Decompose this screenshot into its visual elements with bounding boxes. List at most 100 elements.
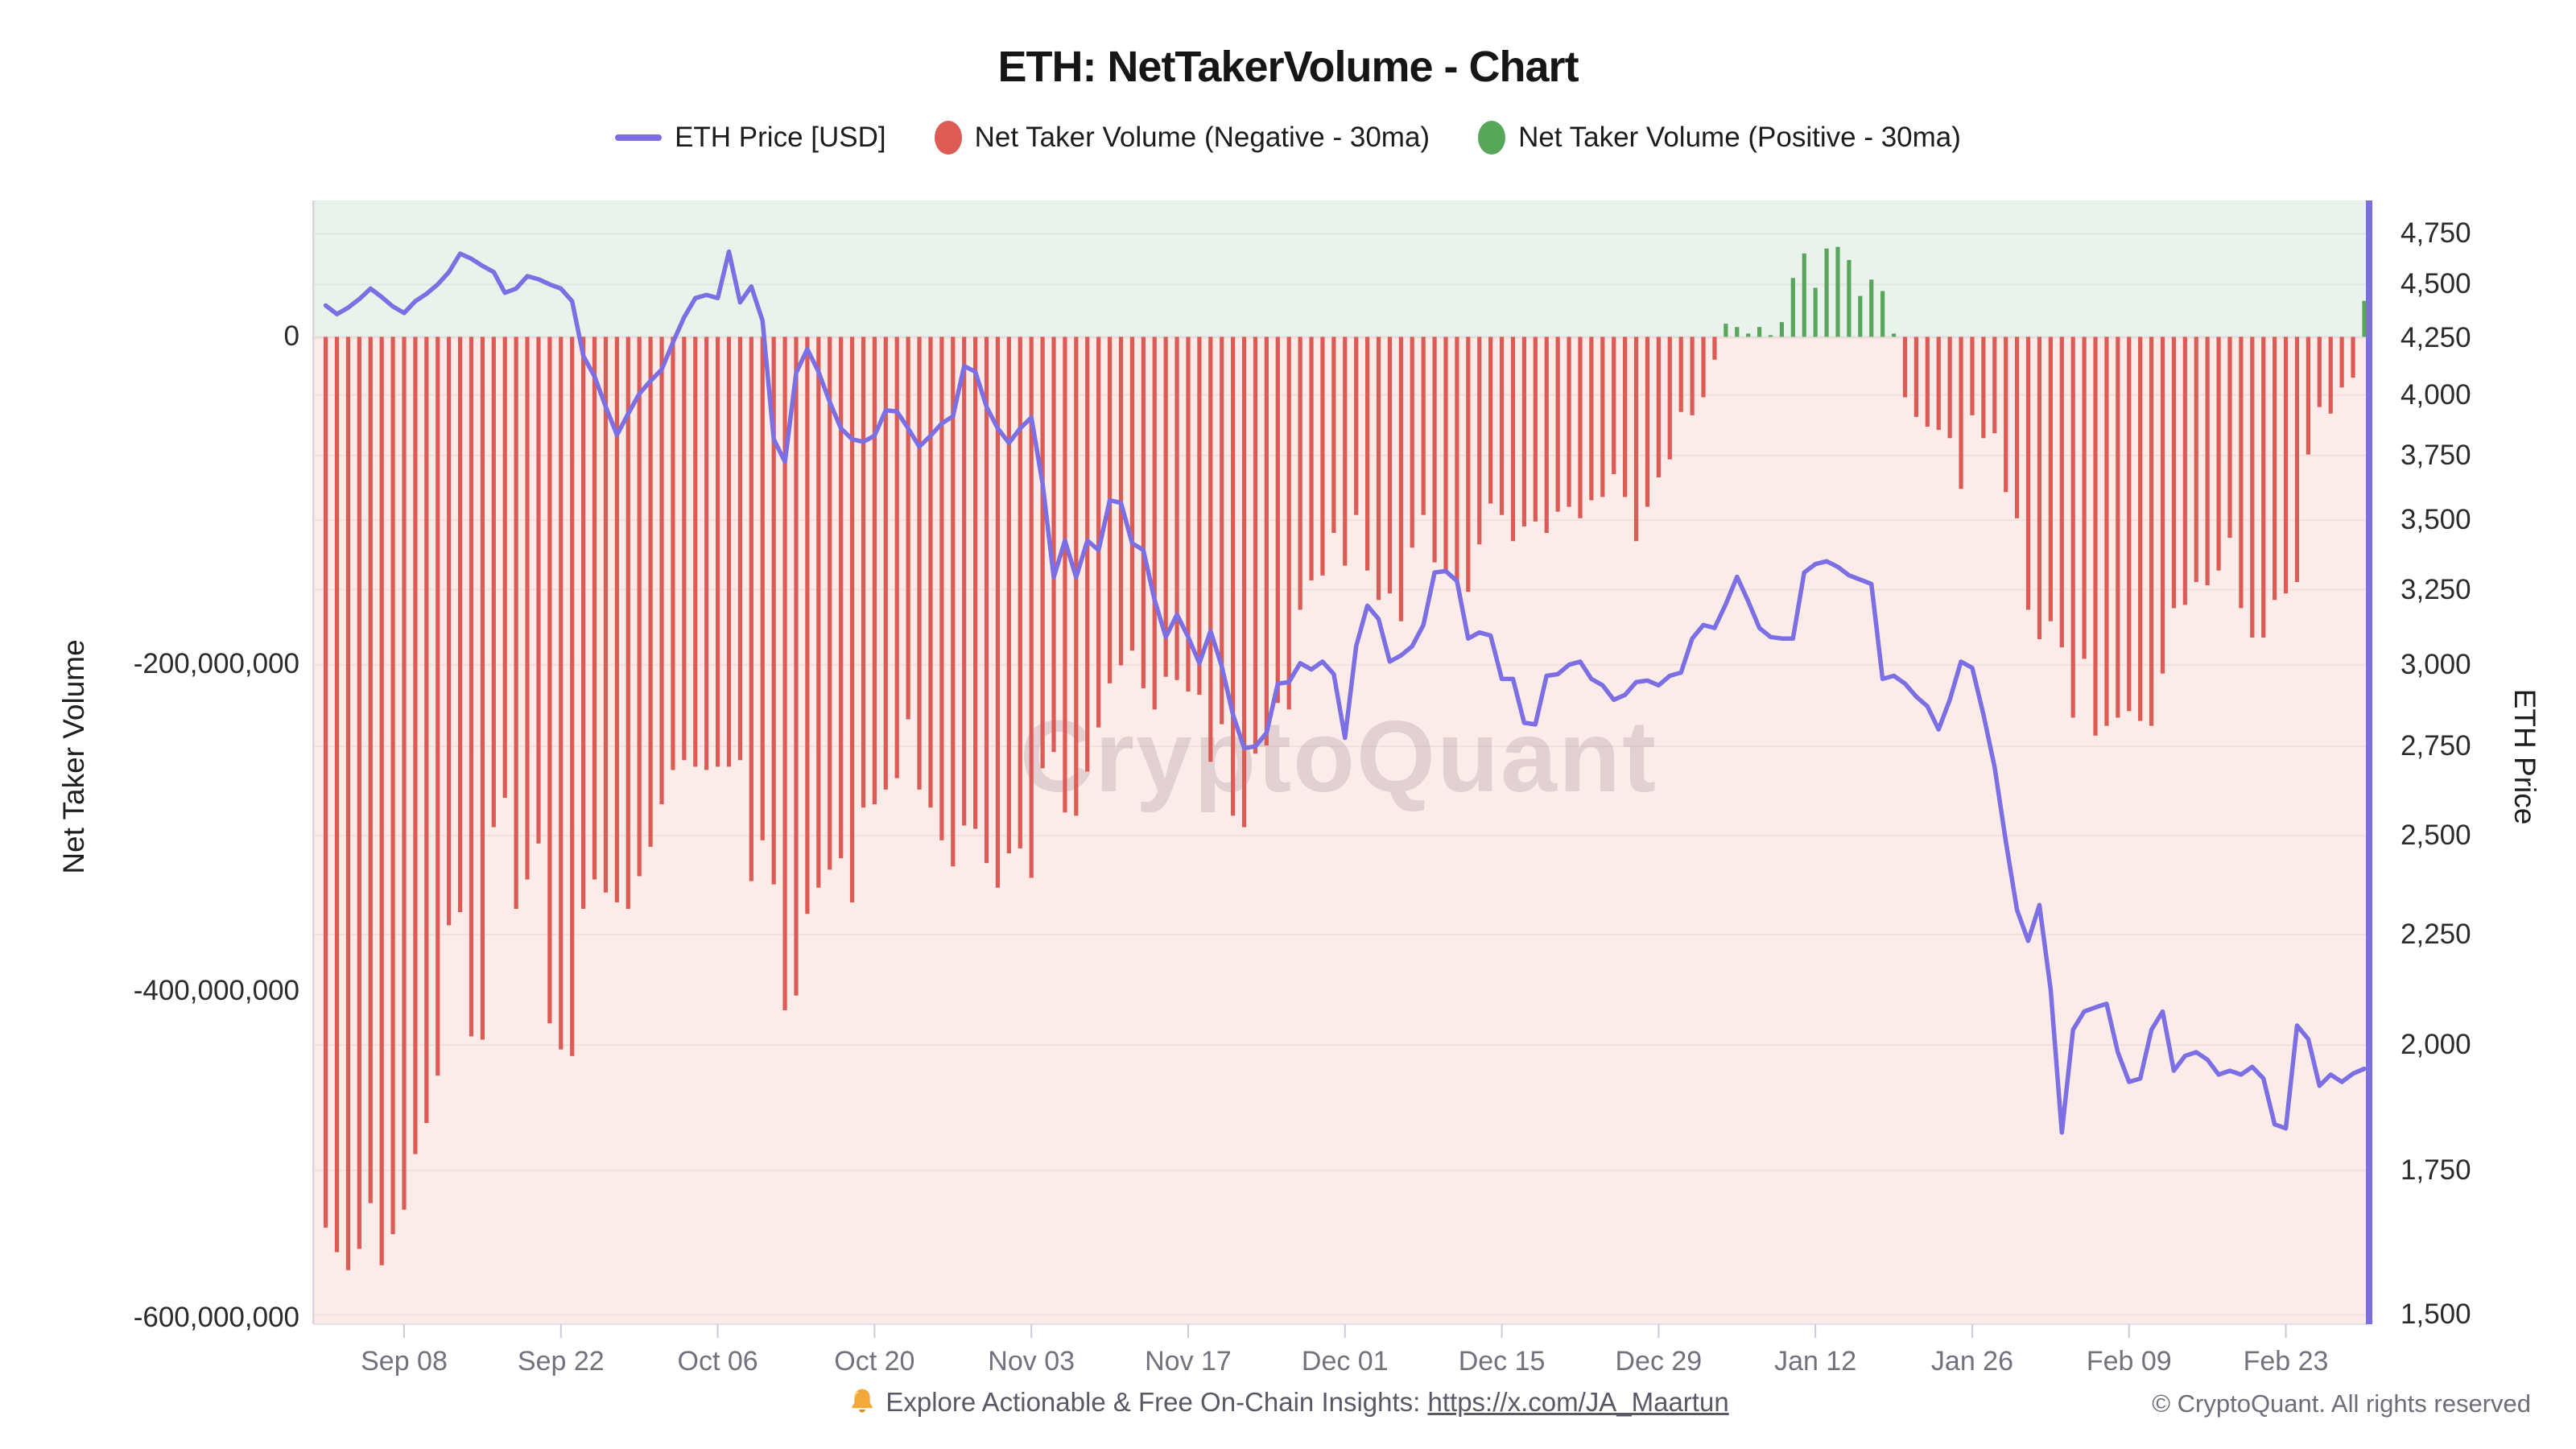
volume-bar (1241, 336, 1247, 828)
volume-bar (917, 336, 922, 790)
volume-bar (491, 336, 496, 828)
volume-bar (973, 336, 978, 829)
volume-bar (1947, 336, 1952, 439)
volume-bar (436, 336, 440, 1076)
volume-bar (1298, 336, 1302, 610)
right-axis-line (2366, 200, 2372, 1324)
x-tick-mark (873, 1324, 876, 1338)
footer-copyright: © CryptoQuant. All rights reserved (2152, 1389, 2531, 1418)
right-axis-tick-label: 1,750 (2401, 1154, 2471, 1186)
volume-bar (1320, 336, 1325, 576)
volume-bar (849, 336, 855, 902)
volume-bar (1331, 336, 1336, 534)
volume-bar (603, 336, 609, 893)
x-tick-mark (2128, 1324, 2130, 1338)
volume-bar (1466, 336, 1471, 592)
volume-bar (1343, 336, 1348, 566)
legend-item[interactable]: ETH Price [USD] (615, 122, 886, 154)
x-tick-mark (402, 1324, 405, 1338)
volume-bar (368, 336, 373, 1203)
volume-bar (614, 336, 619, 902)
volume-bar (2070, 336, 2075, 718)
left-axis-line (312, 200, 315, 1324)
volume-bar (1824, 248, 1829, 337)
volume-bar (906, 336, 910, 720)
volume-bar (2205, 336, 2210, 586)
x-axis-tick-label: Feb 23 (2243, 1346, 2329, 1377)
volume-bar (2261, 336, 2266, 638)
left-axis-tick-labels: 0 -200,000,000 -400,000,000 -600,000,000 (0, 0, 299, 1449)
volume-bar (1443, 336, 1448, 571)
volume-bar (570, 336, 575, 1056)
volume-bar (2127, 336, 2132, 712)
volume-bar (1018, 336, 1022, 848)
volume-bar (2216, 336, 2221, 571)
volume-bar (939, 336, 944, 840)
volume-bar (2328, 336, 2333, 414)
volume-bar (1354, 336, 1359, 515)
volume-bar (1847, 259, 1852, 337)
volume-bar (1398, 336, 1403, 621)
volume-bar (1712, 336, 1717, 360)
volume-bar (1936, 336, 1941, 431)
volume-bar (2194, 336, 2198, 582)
right-axis-tick-label: 2,750 (2401, 730, 2471, 762)
left-axis-tick-label: -600,000,000 (133, 1301, 299, 1333)
volume-bar (1309, 336, 1314, 580)
volume-bar (1208, 336, 1213, 762)
volume-bar (1970, 336, 1975, 415)
volume-bar (1633, 336, 1639, 542)
volume-bar (816, 336, 821, 888)
volume-bar (1790, 278, 1795, 337)
volume-bar (1768, 335, 1773, 337)
volume-bar (1678, 336, 1683, 412)
legend-item[interactable]: Net Taker Volume (Negative - 30ma) (934, 121, 1430, 155)
volume-bar (424, 336, 429, 1124)
volume-bar (894, 336, 899, 778)
volume-bar (1757, 327, 1762, 337)
x-axis-tick-label: Oct 06 (677, 1346, 758, 1377)
x-axis-tick-label: Jan 26 (1930, 1346, 2013, 1377)
volume-bar (1141, 336, 1146, 688)
volume-bar (2306, 336, 2310, 455)
footer-promo-text: Explore Actionable & Free On-Chain Insig… (886, 1387, 1428, 1417)
volume-bar (1701, 336, 1706, 398)
volume-bar (581, 336, 586, 910)
volume-bar (794, 336, 799, 996)
volume-bar (2351, 336, 2355, 378)
volume-bar (1051, 336, 1056, 753)
volume-bar (726, 336, 732, 767)
volume-bar (447, 336, 452, 926)
volume-bar (1040, 336, 1045, 769)
right-axis-tick-label: 3,250 (2401, 573, 2471, 605)
volume-bar (413, 336, 418, 1154)
volume-bar (1174, 336, 1179, 680)
volume-bar (962, 336, 967, 826)
volume-bar (2004, 336, 2008, 493)
volume-bar (1656, 336, 1661, 478)
volume-bar (1690, 336, 1695, 415)
x-tick-mark (1187, 1324, 1189, 1338)
volume-bar (2362, 300, 2367, 337)
footer-promo-link[interactable]: https://x.com/JA_Maartun (1427, 1387, 1729, 1417)
volume-bar (1891, 333, 1897, 337)
volume-bar (1555, 336, 1560, 512)
right-axis-tick-label: 1,500 (2401, 1298, 2471, 1331)
legend-item[interactable]: Net Taker Volume (Positive - 30ma) (1478, 121, 1961, 155)
volume-bar (379, 336, 384, 1265)
volume-bar (1880, 291, 1885, 337)
volume-bar (659, 336, 664, 805)
bell-icon (852, 1389, 873, 1413)
negative-volume-band (314, 336, 2368, 1324)
volume-bar (1858, 295, 1863, 337)
volume-bar (536, 336, 541, 844)
volume-bar (514, 336, 518, 910)
x-tick-mark (1030, 1324, 1033, 1338)
volume-bar (1376, 336, 1381, 601)
volume-bar (1410, 336, 1414, 548)
volume-bar (1600, 336, 1605, 497)
volume-bar (1533, 336, 1538, 522)
volume-bar (2182, 336, 2187, 605)
volume-bar (828, 336, 832, 870)
volume-bar (592, 336, 597, 880)
